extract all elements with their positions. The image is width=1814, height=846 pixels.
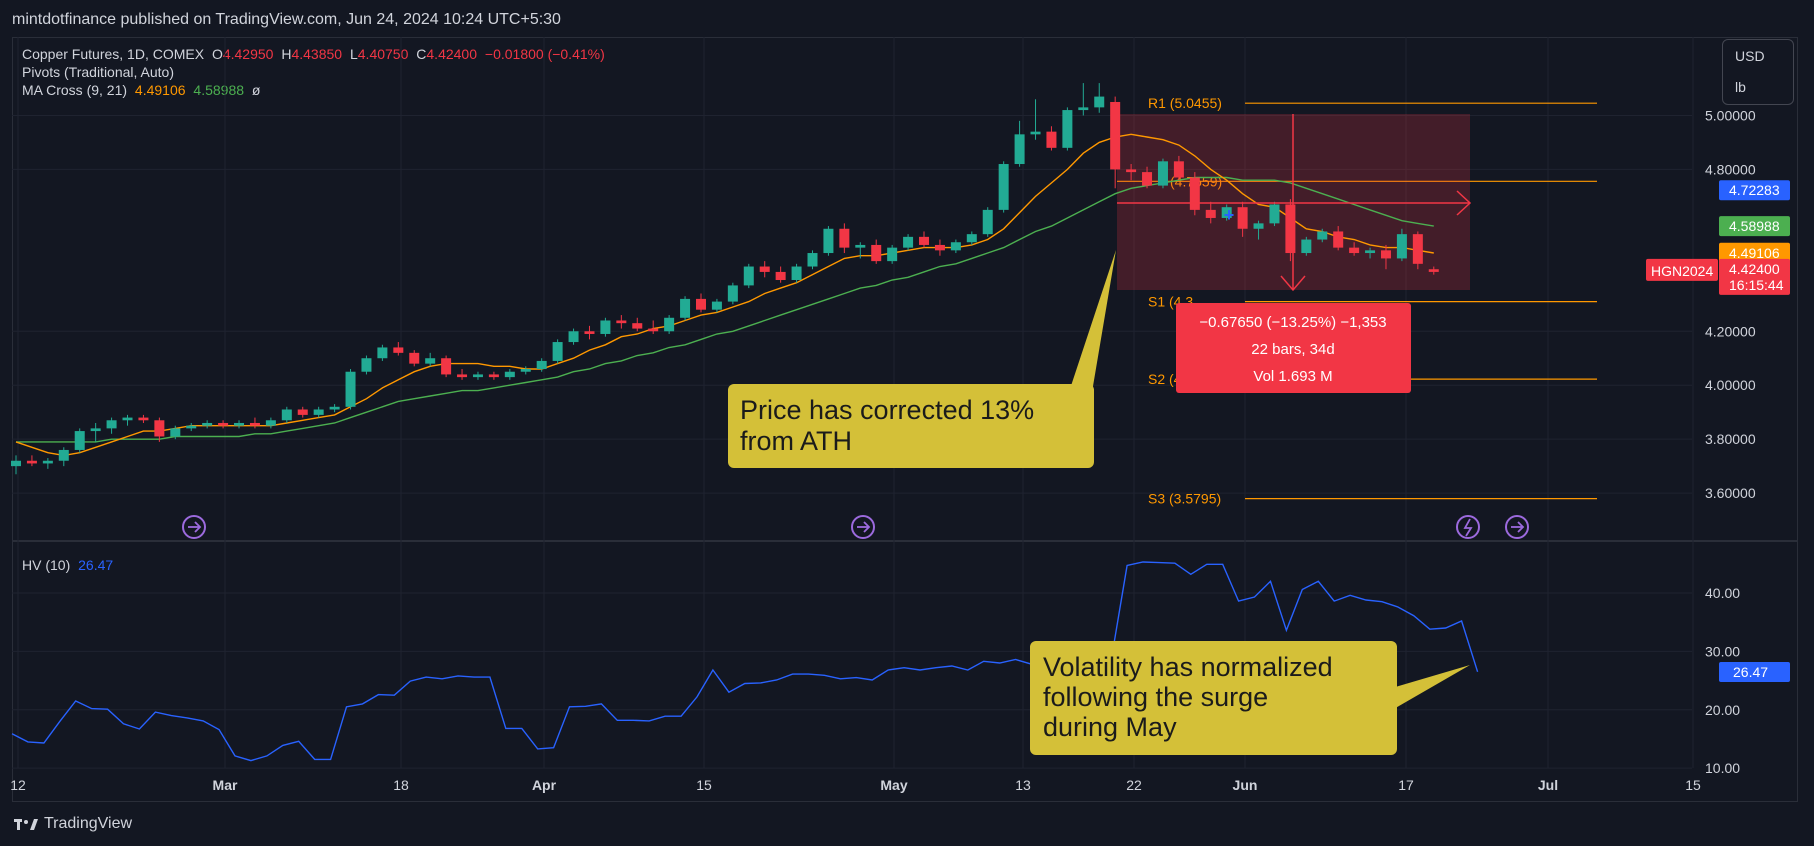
unit-label: lb [1735, 79, 1746, 95]
tradingview-logo-icon [14, 819, 38, 830]
symbol-title: Copper Futures, 1D, COMEX [22, 46, 205, 62]
hv-title: HV (10) [22, 557, 71, 573]
pivots-legend[interactable]: Pivots (Traditional, Auto) [22, 64, 178, 80]
hv-value: 26.47 [78, 557, 114, 573]
hv-legend[interactable]: HV (10) 26.47 [22, 557, 117, 573]
low-label: L [349, 46, 358, 62]
open-value: 4.42950 [222, 46, 274, 62]
change-value: −0.01800 (−0.41%) [484, 46, 605, 62]
ma9-value: 4.49106 [134, 82, 186, 98]
ma-title: MA Cross (9, 21) [22, 82, 128, 98]
currency-unit-selector[interactable]: USD lb [1722, 39, 1794, 105]
close-label: C [416, 46, 427, 62]
high-label: H [281, 46, 292, 62]
chart-frame [12, 37, 1798, 802]
pivots-title: Pivots (Traditional, Auto) [22, 64, 174, 80]
tradingview-footer[interactable]: TradingView [14, 815, 132, 833]
currency-label: USD [1735, 48, 1765, 64]
high-value: 4.43850 [291, 46, 343, 62]
close-value: 4.42400 [426, 46, 477, 62]
ma21-value: 4.58988 [193, 82, 245, 98]
symbol-legend[interactable]: Copper Futures, 1D, COMEX O4.42950 H4.43… [22, 46, 609, 62]
low-value: 4.40750 [357, 46, 409, 62]
ma-symbol: ø [251, 82, 261, 98]
publisher-header: mintdotfinance published on TradingView.… [12, 11, 561, 28]
open-label: O [211, 46, 223, 62]
tradingview-brand: TradingView [44, 815, 133, 832]
ma-legend[interactable]: MA Cross (9, 21) 4.49106 4.58988 ø [22, 82, 264, 98]
